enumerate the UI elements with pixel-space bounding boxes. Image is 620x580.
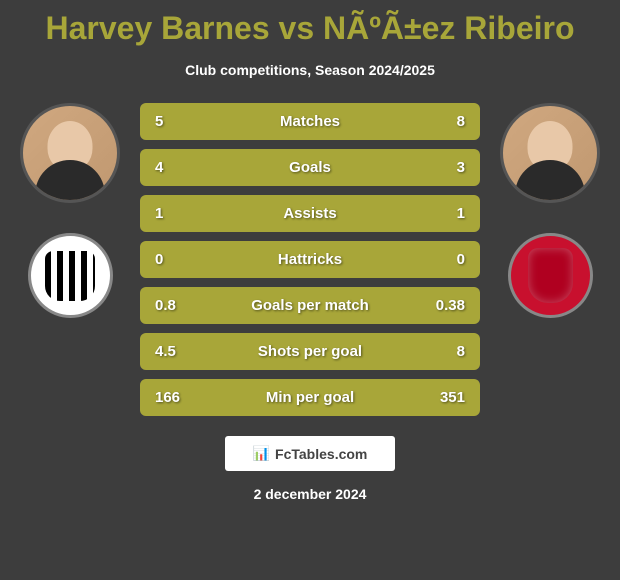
stat-label: Matches xyxy=(280,113,340,130)
stat-row-hattricks: 0 Hattricks 0 xyxy=(140,241,480,278)
player-right-column xyxy=(500,103,600,318)
stat-row-assists: 1 Assists 1 xyxy=(140,195,480,232)
stat-right-value: 3 xyxy=(457,159,465,176)
stat-left-value: 0.8 xyxy=(155,297,176,314)
player-left-column xyxy=(20,103,120,318)
stat-left-value: 4.5 xyxy=(155,343,176,360)
club-badge-right xyxy=(508,233,593,318)
stat-label: Goals xyxy=(289,159,331,176)
stat-left-value: 1 xyxy=(155,205,163,222)
stat-row-shots-per-goal: 4.5 Shots per goal 8 xyxy=(140,333,480,370)
stat-label: Min per goal xyxy=(266,389,354,406)
stat-row-matches: 5 Matches 8 xyxy=(140,103,480,140)
stat-label: Hattricks xyxy=(278,251,342,268)
main-content: 5 Matches 8 4 Goals 3 1 Assists 1 0 Hatt… xyxy=(10,103,610,416)
stat-label: Goals per match xyxy=(251,297,369,314)
club-badge-left xyxy=(28,233,113,318)
stat-left-value: 4 xyxy=(155,159,163,176)
player-left-avatar xyxy=(20,103,120,203)
comparison-title: Harvey Barnes vs NÃºÃ±ez Ribeiro xyxy=(45,10,574,47)
date-text: 2 december 2024 xyxy=(254,486,367,502)
stat-row-goals: 4 Goals 3 xyxy=(140,149,480,186)
stat-label: Shots per goal xyxy=(258,343,362,360)
stat-right-value: 8 xyxy=(457,343,465,360)
stat-left-value: 166 xyxy=(155,389,180,406)
stat-label: Assists xyxy=(283,205,336,222)
player-right-avatar xyxy=(500,103,600,203)
stat-right-value: 0.38 xyxy=(436,297,465,314)
watermark: 📊 FcTables.com xyxy=(225,436,395,471)
watermark-text: FcTables.com xyxy=(275,446,367,462)
comparison-subtitle: Club competitions, Season 2024/2025 xyxy=(185,62,435,78)
stats-column: 5 Matches 8 4 Goals 3 1 Assists 1 0 Hatt… xyxy=(140,103,480,416)
stat-right-value: 351 xyxy=(440,389,465,406)
stat-left-value: 0 xyxy=(155,251,163,268)
stat-right-value: 0 xyxy=(457,251,465,268)
stat-row-min-per-goal: 166 Min per goal 351 xyxy=(140,379,480,416)
stat-right-value: 8 xyxy=(457,113,465,130)
chart-icon: 📊 xyxy=(253,445,270,462)
stat-right-value: 1 xyxy=(457,205,465,222)
stat-row-goals-per-match: 0.8 Goals per match 0.38 xyxy=(140,287,480,324)
stat-left-value: 5 xyxy=(155,113,163,130)
